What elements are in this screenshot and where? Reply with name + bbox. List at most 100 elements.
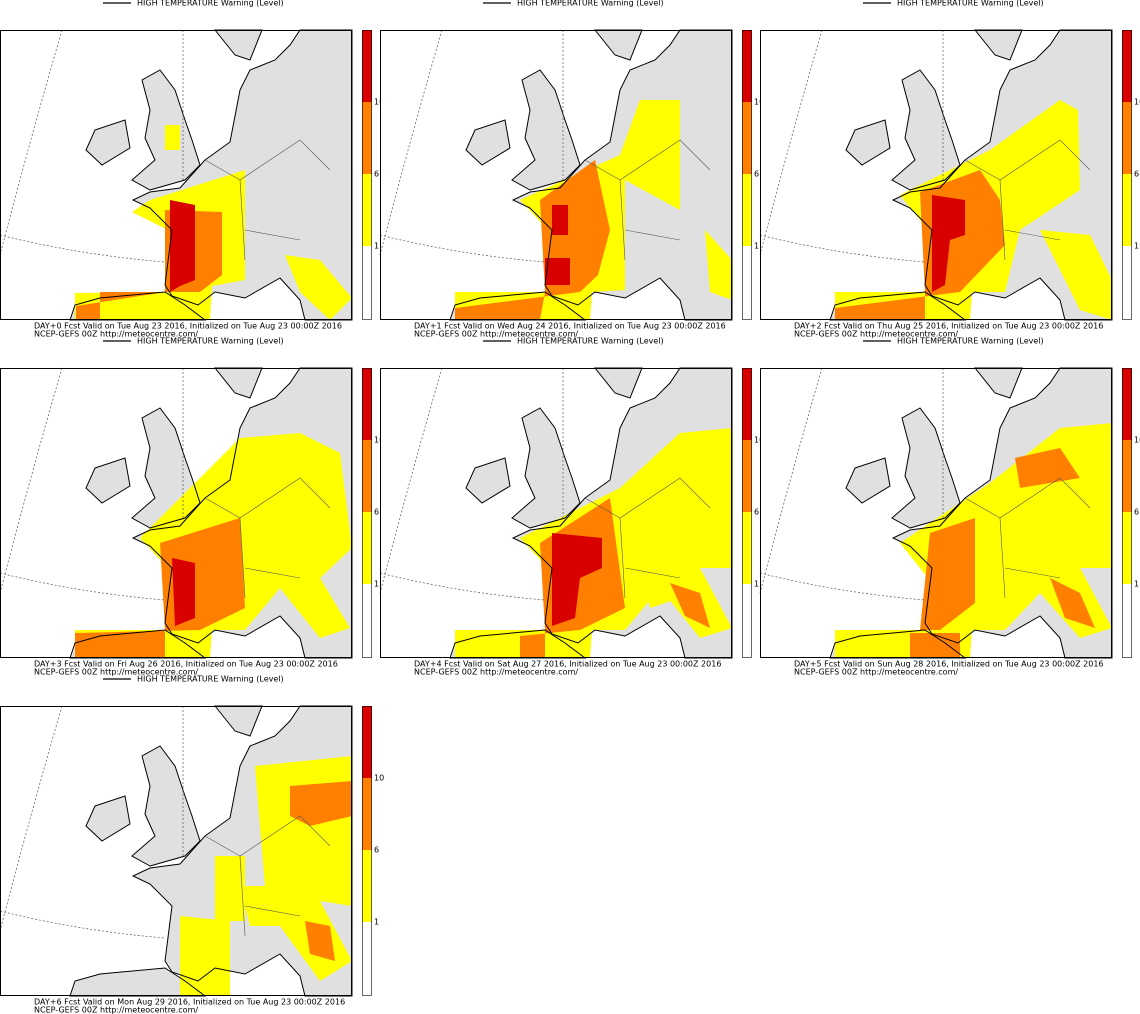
warning-area xyxy=(180,916,230,996)
warning-area xyxy=(455,160,610,320)
source: NCEP-GEFS 00Z http://meteocentre.com/ xyxy=(34,668,198,677)
colorbar-segment xyxy=(1122,174,1132,246)
land xyxy=(975,30,1022,60)
land xyxy=(595,30,642,60)
coastline xyxy=(131,745,201,867)
warning-area xyxy=(1015,448,1080,488)
land xyxy=(846,458,890,503)
colorbar-segment xyxy=(362,922,372,996)
source: NCEP-GEFS 00Z http://meteocentre.com/ xyxy=(794,668,958,677)
warning-area xyxy=(545,258,570,285)
map-frame xyxy=(380,368,732,658)
colorbar-tick-label: 6 xyxy=(1134,170,1139,179)
warning-area xyxy=(552,533,602,626)
coastline xyxy=(511,367,733,659)
map-frame xyxy=(760,368,1112,658)
warning-area xyxy=(75,518,245,658)
colorbar-tick-label: 6 xyxy=(754,170,759,179)
warning-area xyxy=(165,125,180,150)
land xyxy=(846,120,890,165)
map-panel: HIGH TEMPERATURE Warning (Level)1610DAY+… xyxy=(0,337,384,677)
border xyxy=(584,139,711,261)
map-panel: HIGH TEMPERATURE Warning (Level)1610DAY+… xyxy=(0,0,384,339)
land xyxy=(215,706,262,736)
colorbar-segment xyxy=(362,174,372,246)
colorbar-segment xyxy=(362,440,372,512)
map xyxy=(0,367,353,659)
colorbar-segment xyxy=(1122,584,1132,658)
colorbar-tick-label: 10 xyxy=(754,436,764,445)
grid-curve xyxy=(759,367,823,594)
colorbar-segment xyxy=(1122,102,1132,174)
colorbar-segment xyxy=(362,512,372,584)
land xyxy=(86,120,130,165)
map-panel: HIGH TEMPERATURE Warning (Level)1610DAY+… xyxy=(0,675,384,1014)
colorbar-frame xyxy=(1122,368,1132,658)
caption: DAY+3 Fcst Valid on Fri Aug 26 2016, Ini… xyxy=(34,660,338,669)
colorbar-tick-label: 1 xyxy=(374,242,379,251)
warning-area xyxy=(170,200,195,292)
warning-area xyxy=(172,558,195,626)
colorbar-tick-label: 10 xyxy=(754,98,764,107)
border xyxy=(204,139,331,261)
colorbar-frame xyxy=(362,368,372,658)
colorbar-tick-label: 6 xyxy=(374,170,379,179)
map-frame xyxy=(0,30,352,320)
coastline xyxy=(891,367,1113,659)
colorbar-frame xyxy=(742,30,752,320)
colorbar-segment xyxy=(742,174,752,246)
colorbar-segment xyxy=(1122,368,1132,440)
land xyxy=(975,368,1022,398)
map-frame xyxy=(0,706,352,996)
warning-area xyxy=(1040,230,1112,320)
colorbar-frame xyxy=(1122,30,1132,320)
land xyxy=(466,458,510,503)
coastline xyxy=(85,795,131,842)
coastline xyxy=(891,29,1113,321)
warning-area xyxy=(932,195,965,292)
colorbar-segment xyxy=(742,102,752,174)
caption: DAY+5 Fcst Valid on Sun Aug 28 2016, Ini… xyxy=(794,660,1104,669)
map-frame xyxy=(380,30,732,320)
map-frame xyxy=(760,30,1112,320)
coastline xyxy=(85,457,131,504)
source: NCEP-GEFS 00Z http://meteocentre.com/ xyxy=(794,330,958,339)
map xyxy=(379,29,733,321)
colorbar-segment xyxy=(1122,512,1132,584)
colorbar-frame xyxy=(742,368,752,658)
colorbar-segment xyxy=(1122,246,1132,320)
colorbar-tick-label: 1 xyxy=(374,918,379,927)
border xyxy=(964,139,1091,261)
grid-curve xyxy=(379,29,443,256)
map xyxy=(0,29,353,321)
colorbar-tick-label: 6 xyxy=(374,846,379,855)
border xyxy=(204,477,331,599)
coastline xyxy=(131,69,201,191)
colorbar-segment xyxy=(742,440,752,512)
caption: DAY+2 Fcst Valid on Thu Aug 25 2016, Ini… xyxy=(794,322,1103,331)
coastline xyxy=(131,407,201,529)
warning-area xyxy=(640,563,680,608)
land xyxy=(70,968,205,996)
coastline xyxy=(891,407,961,529)
colorbar-segment xyxy=(362,850,372,922)
coastline xyxy=(131,367,353,659)
grid-curve xyxy=(0,367,63,594)
map xyxy=(0,705,353,997)
colorbar-segment xyxy=(742,584,752,658)
coastline xyxy=(511,29,733,321)
warning-area xyxy=(920,518,975,630)
colorbar-tick-label: 10 xyxy=(374,98,384,107)
border xyxy=(964,477,1091,599)
colorbar-segment xyxy=(362,246,372,320)
colorbar-segment xyxy=(742,368,752,440)
border xyxy=(584,477,711,599)
colorbar-segment xyxy=(362,30,372,102)
coastline xyxy=(131,29,353,321)
legend-label: HIGH TEMPERATURE Warning (Level) xyxy=(137,675,284,684)
warning-area xyxy=(215,856,245,921)
